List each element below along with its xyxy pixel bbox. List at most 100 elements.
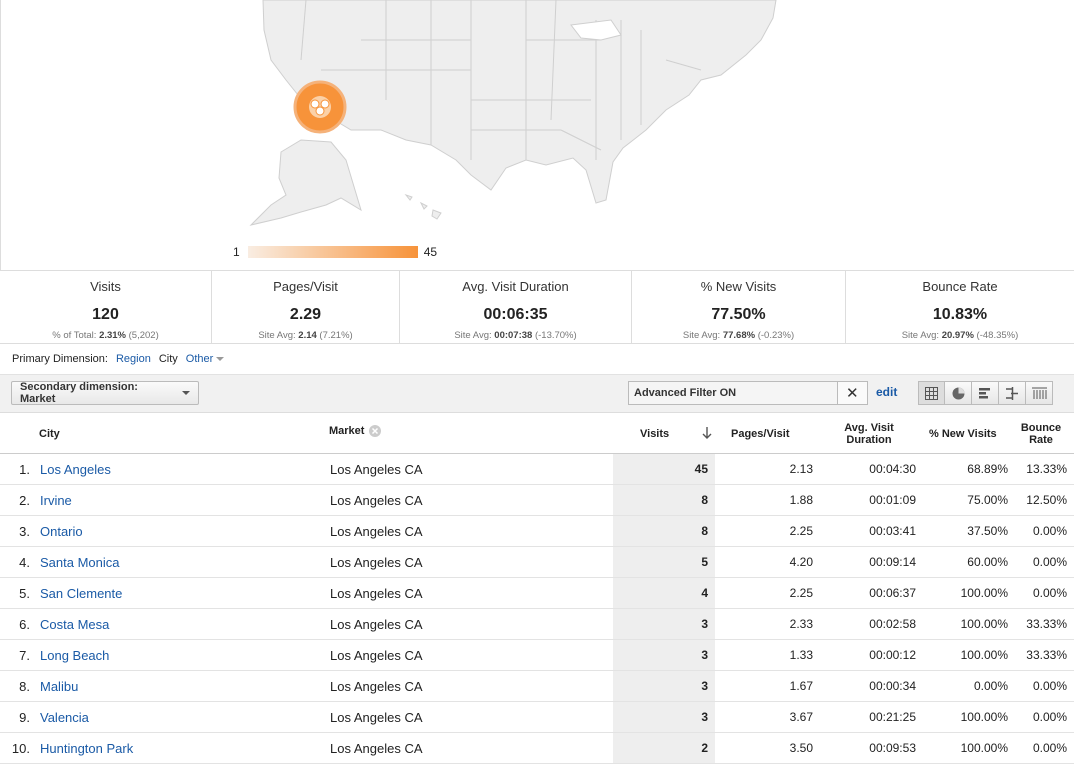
header-market[interactable]: Market <box>329 425 382 437</box>
advanced-filter-box: ✕ <box>628 381 868 405</box>
city-link[interactable]: Irvine <box>40 493 72 508</box>
metric-sub: % of Total: 2.31% (5,202) <box>52 330 159 341</box>
primary-dimension-region[interactable]: Region <box>115 353 151 365</box>
header-bounce-rate[interactable]: Bounce Rate <box>1020 422 1062 446</box>
metric-label: Bounce Rate <box>922 279 998 294</box>
us-states <box>249 0 777 226</box>
city-link[interactable]: San Clemente <box>40 586 123 601</box>
duration-value: 00:09:14 <box>869 555 916 569</box>
row-index: 7. <box>19 648 30 663</box>
pages-visit-value: 1.88 <box>789 493 813 507</box>
metrics-summary: Visits 120 % of Total: 2.31% (5,202) Pag… <box>0 270 1074 344</box>
duration-value: 00:00:12 <box>869 648 916 662</box>
header-pages-visit[interactable]: Pages/Visit <box>731 428 790 440</box>
edit-filter-link[interactable]: edit <box>876 385 898 399</box>
market-value: Los Angeles CA <box>330 493 423 508</box>
header-visits[interactable]: Visits <box>640 428 670 440</box>
close-icon[interactable]: ✕ <box>836 382 867 404</box>
pivot-view-button[interactable] <box>1026 381 1053 405</box>
pages-visit-value: 3.67 <box>789 710 813 724</box>
metric-sub: Site Avg: 00:07:38 (-13.70%) <box>454 330 577 341</box>
new-visits-value: 100.00% <box>960 617 1008 631</box>
duration-value: 00:06:37 <box>869 586 916 600</box>
table-view-button[interactable] <box>918 381 945 405</box>
market-value: Los Angeles CA <box>330 586 423 601</box>
pages-visit-value: 1.33 <box>789 648 813 662</box>
sort-arrow-down-icon[interactable] <box>702 427 712 439</box>
primary-dimension-label: Primary Dimension: <box>12 353 108 365</box>
metric-avg-visit-duration[interactable]: Avg. Visit Duration 00:06:35 Site Avg: 0… <box>400 271 632 343</box>
pivot-icon <box>1031 387 1047 399</box>
visits-value: 8 <box>701 493 708 507</box>
table-row: 4. Santa Monica Los Angeles CA 5 4.20 00… <box>0 547 1074 578</box>
new-visits-value: 100.00% <box>960 586 1008 600</box>
metric-label: Visits <box>90 279 121 294</box>
secondary-dimension-dropdown[interactable]: Secondary dimension: Market <box>11 381 199 405</box>
table-row: 2. Irvine Los Angeles CA 8 1.88 00:01:09… <box>0 485 1074 516</box>
comparison-icon <box>1005 386 1018 400</box>
header-new-visits[interactable]: % New Visits <box>929 428 997 440</box>
table-row: 8. Malibu Los Angeles CA 3 1.67 00:00:34… <box>0 671 1074 702</box>
city-link[interactable]: Los Angeles <box>40 462 111 477</box>
visits-value: 3 <box>701 617 708 631</box>
performance-view-button[interactable] <box>972 381 999 405</box>
new-visits-value: 100.00% <box>960 710 1008 724</box>
primary-dimension-selector: Primary Dimension: Region City Other <box>12 353 225 365</box>
row-index: 8. <box>19 679 30 694</box>
visits-value: 3 <box>701 648 708 662</box>
metric-label: % New Visits <box>700 279 777 294</box>
filter-input[interactable] <box>629 386 837 400</box>
row-index: 10. <box>11 741 30 756</box>
pages-visit-value: 2.25 <box>789 524 813 538</box>
duration-value: 00:21:25 <box>869 710 916 724</box>
metric-pages-visit[interactable]: Pages/Visit 2.29 Site Avg: 2.14 (7.21%) <box>212 271 400 343</box>
metric-visits[interactable]: Visits 120 % of Total: 2.31% (5,202) <box>0 271 212 343</box>
city-link[interactable]: Malibu <box>40 679 79 694</box>
row-index: 5. <box>19 586 30 601</box>
new-visits-value: 37.50% <box>967 524 1008 538</box>
primary-dimension-city[interactable]: City <box>158 353 178 365</box>
visits-value: 4 <box>701 586 708 600</box>
table-row: 9. Valencia Los Angeles CA 3 3.67 00:21:… <box>0 702 1074 733</box>
map-legend: 1 45 <box>233 244 437 260</box>
metric-value: 00:06:35 <box>483 306 548 323</box>
geo-map[interactable]: 1 45 <box>0 0 1074 270</box>
us-map[interactable] <box>1 0 1074 270</box>
row-index: 1. <box>19 462 30 477</box>
legend-gradient-bar <box>247 246 418 258</box>
row-index: 4. <box>19 555 30 570</box>
market-value: Los Angeles CA <box>330 555 423 570</box>
city-link[interactable]: Valencia <box>40 710 89 725</box>
market-value: Los Angeles CA <box>330 617 423 632</box>
bounce-rate-value: 0.00% <box>1032 710 1067 724</box>
city-link[interactable]: Huntington Park <box>40 741 134 756</box>
market-value: Los Angeles CA <box>330 741 423 756</box>
bounce-rate-value: 13.33% <box>1026 462 1067 476</box>
table-row: 6. Costa Mesa Los Angeles CA 3 2.33 00:0… <box>0 609 1074 640</box>
pie-view-button[interactable] <box>945 381 972 405</box>
duration-value: 00:00:34 <box>869 679 916 693</box>
visits-value: 5 <box>701 555 708 569</box>
pages-visit-value: 2.33 <box>789 617 813 631</box>
city-link[interactable]: Ontario <box>40 524 83 539</box>
duration-value: 00:09:53 <box>869 741 916 755</box>
remove-icon[interactable] <box>369 425 382 437</box>
primary-dimension-other[interactable]: Other <box>186 353 225 365</box>
metric-bounce-rate[interactable]: Bounce Rate 10.83% Site Avg: 20.97% (-48… <box>846 271 1074 343</box>
city-link[interactable]: Long Beach <box>40 648 110 663</box>
pages-visit-value: 2.25 <box>789 586 813 600</box>
header-city[interactable]: City <box>39 428 60 440</box>
comparison-view-button[interactable] <box>999 381 1026 405</box>
header-avg-visit-duration[interactable]: Avg. Visit Duration <box>844 422 894 446</box>
row-index: 3. <box>19 524 30 539</box>
metric-value: 77.50% <box>711 306 766 323</box>
secondary-dimension-label: Secondary dimension: Market <box>20 381 138 405</box>
city-link[interactable]: Costa Mesa <box>40 617 110 632</box>
city-link[interactable]: Santa Monica <box>40 555 120 570</box>
pages-visit-value: 2.13 <box>789 462 813 476</box>
metric-new-visits[interactable]: % New Visits 77.50% Site Avg: 77.68% (-0… <box>632 271 846 343</box>
visits-value: 8 <box>701 524 708 538</box>
row-index: 6. <box>19 617 30 632</box>
new-visits-value: 60.00% <box>967 555 1008 569</box>
metric-label: Pages/Visit <box>273 279 338 294</box>
